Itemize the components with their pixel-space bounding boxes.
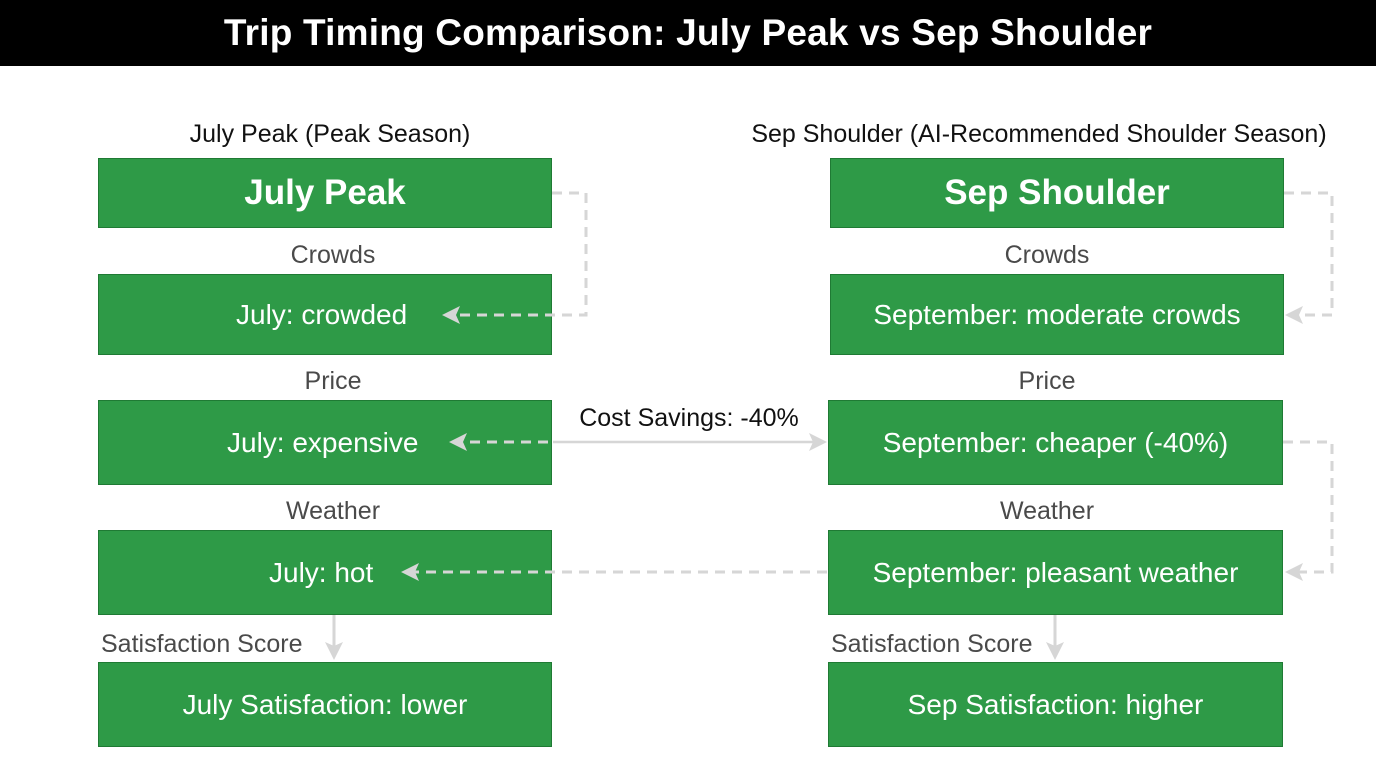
right-price-label: Price <box>1018 367 1076 395</box>
right-column-header: Sep Shoulder (AI-Recommended Shoulder Se… <box>751 120 1327 148</box>
july-peak-node: July Peak <box>98 158 552 228</box>
sep-price-node: September: cheaper (-40%) <box>828 400 1283 485</box>
left-crowds-label: Crowds <box>290 241 376 269</box>
july-weather-node: July: hot <box>98 530 552 615</box>
cost-savings-label: Cost Savings: -40% <box>579 404 799 432</box>
sep-satisfaction-node: Sep Satisfaction: higher <box>828 662 1283 747</box>
sep-shoulder-to-crowds-connector <box>1284 191 1334 324</box>
page-title: Trip Timing Comparison: July Peak vs Sep… <box>0 0 1376 66</box>
left-column-header: July Peak (Peak Season) <box>189 120 471 148</box>
right-satisfaction-label: Satisfaction Score <box>831 630 1033 658</box>
sep-shoulder-node: Sep Shoulder <box>830 158 1284 228</box>
sep-crowds-node: September: moderate crowds <box>830 274 1284 355</box>
sep-price-to-weather-connector <box>1283 440 1334 581</box>
left-price-label: Price <box>304 367 362 395</box>
july-price-node: July: expensive <box>98 400 552 485</box>
july-peak-to-crowds-connector <box>442 191 588 324</box>
sep-weather-node: September: pleasant weather <box>828 530 1283 615</box>
right-weather-label: Weather <box>999 497 1095 525</box>
right-crowds-label: Crowds <box>1004 241 1090 269</box>
july-crowds-node: July: crowded <box>98 274 552 355</box>
left-satisfaction-label: Satisfaction Score <box>101 630 303 658</box>
july-satisfaction-node: July Satisfaction: lower <box>98 662 552 747</box>
left-weather-label: Weather <box>285 497 381 525</box>
